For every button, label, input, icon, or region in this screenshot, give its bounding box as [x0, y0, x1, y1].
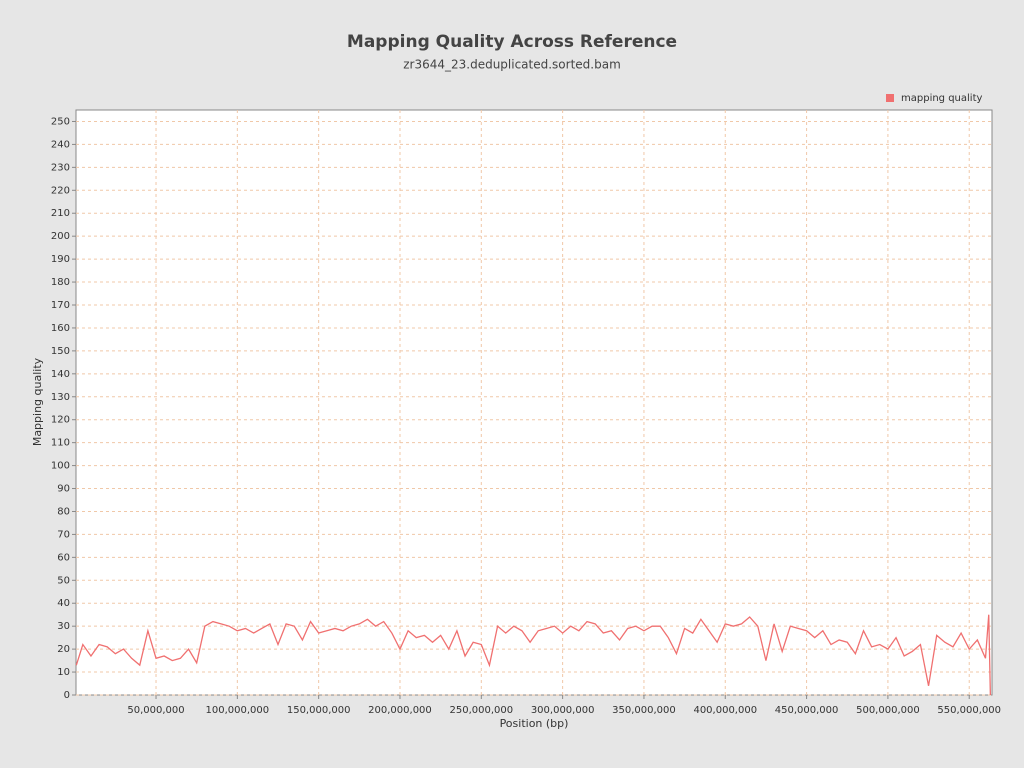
data-line — [75, 614, 992, 696]
y-tick-label: 100 — [51, 461, 70, 472]
y-tick-label: 240 — [51, 139, 70, 150]
legend-swatch — [886, 94, 894, 102]
y-tick-label: 250 — [51, 116, 70, 127]
y-tick-label: 120 — [51, 415, 70, 426]
y-tick-label: 200 — [51, 231, 70, 242]
x-tick-label: 150,000,000 — [287, 705, 351, 716]
y-tick-label: 140 — [51, 369, 70, 380]
x-tick-label: 250,000,000 — [449, 705, 513, 716]
y-tick-label: 210 — [51, 208, 70, 219]
y-tick-label: 150 — [51, 346, 70, 357]
x-tick-label: 300,000,000 — [531, 705, 595, 716]
y-tick-label: 0 — [64, 690, 70, 701]
y-tick-label: 190 — [51, 254, 70, 265]
y-tick-label: 180 — [51, 277, 70, 288]
x-axis-label: Position (bp) — [500, 717, 569, 730]
y-axis-label: Mapping quality — [31, 357, 44, 446]
chart-subtitle: zr3644_23.deduplicated.sorted.bam — [403, 58, 621, 72]
x-tick-label: 450,000,000 — [775, 705, 839, 716]
y-tick-label: 10 — [57, 667, 70, 678]
y-tick-label: 90 — [57, 484, 70, 495]
y-tick-label: 110 — [51, 438, 70, 449]
y-tick-label: 230 — [51, 162, 70, 173]
y-tick-label: 20 — [57, 644, 70, 655]
y-tick-label: 170 — [51, 300, 70, 311]
y-tick-label: 70 — [57, 529, 70, 540]
chart-title: Mapping Quality Across Reference — [347, 32, 677, 52]
x-tick-label: 200,000,000 — [368, 705, 432, 716]
marks — [75, 614, 992, 696]
x-tick-label: 350,000,000 — [612, 705, 676, 716]
x-tick-label: 400,000,000 — [693, 705, 757, 716]
x-tick-label: 500,000,000 — [856, 705, 920, 716]
y-tick-label: 160 — [51, 323, 70, 334]
plot-area — [75, 109, 993, 696]
grid: 0 10 20 30 40 50 60 70 80 90 100 110 120 130 140 150 160… — [51, 110, 1001, 716]
x-tick-label: 550,000,000 — [937, 705, 1001, 716]
legend: mapping quality — [886, 93, 982, 104]
y-tick-label: 130 — [51, 392, 70, 403]
y-tick-label: 60 — [57, 552, 70, 563]
y-tick-label: 40 — [57, 598, 70, 609]
legend-label: mapping quality — [901, 93, 982, 104]
y-tick-label: 50 — [57, 575, 70, 586]
y-tick-label: 80 — [57, 506, 70, 517]
y-tick-label: 30 — [57, 621, 70, 632]
y-tick-label: 220 — [51, 185, 70, 196]
x-tick-label: 50,000,000 — [127, 705, 184, 716]
x-tick-label: 100,000,000 — [206, 705, 270, 716]
